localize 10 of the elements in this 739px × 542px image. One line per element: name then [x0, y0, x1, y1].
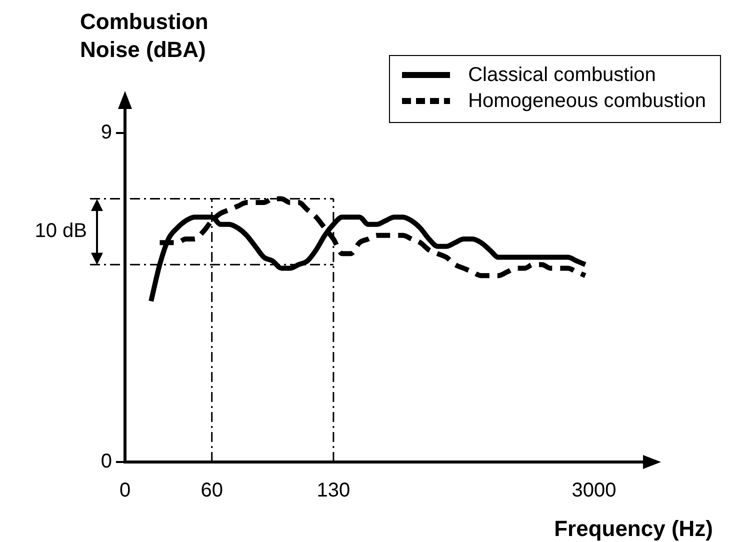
- legend-label: Classical combustion: [468, 64, 656, 86]
- x-tick-label: 0: [119, 480, 131, 502]
- legend-label: Homogeneous combustion: [468, 90, 706, 112]
- text: 10 dB: [34, 220, 87, 242]
- x-axis-title: Frequency (Hz): [554, 516, 713, 542]
- y-axis-title: Combustion Noise (dBA): [80, 8, 210, 64]
- x-tick-label: 60: [200, 480, 223, 502]
- x-tick-label: 3000: [572, 480, 616, 502]
- y-tick-label: 9: [100, 122, 112, 144]
- x-tick-label: 130: [316, 480, 350, 502]
